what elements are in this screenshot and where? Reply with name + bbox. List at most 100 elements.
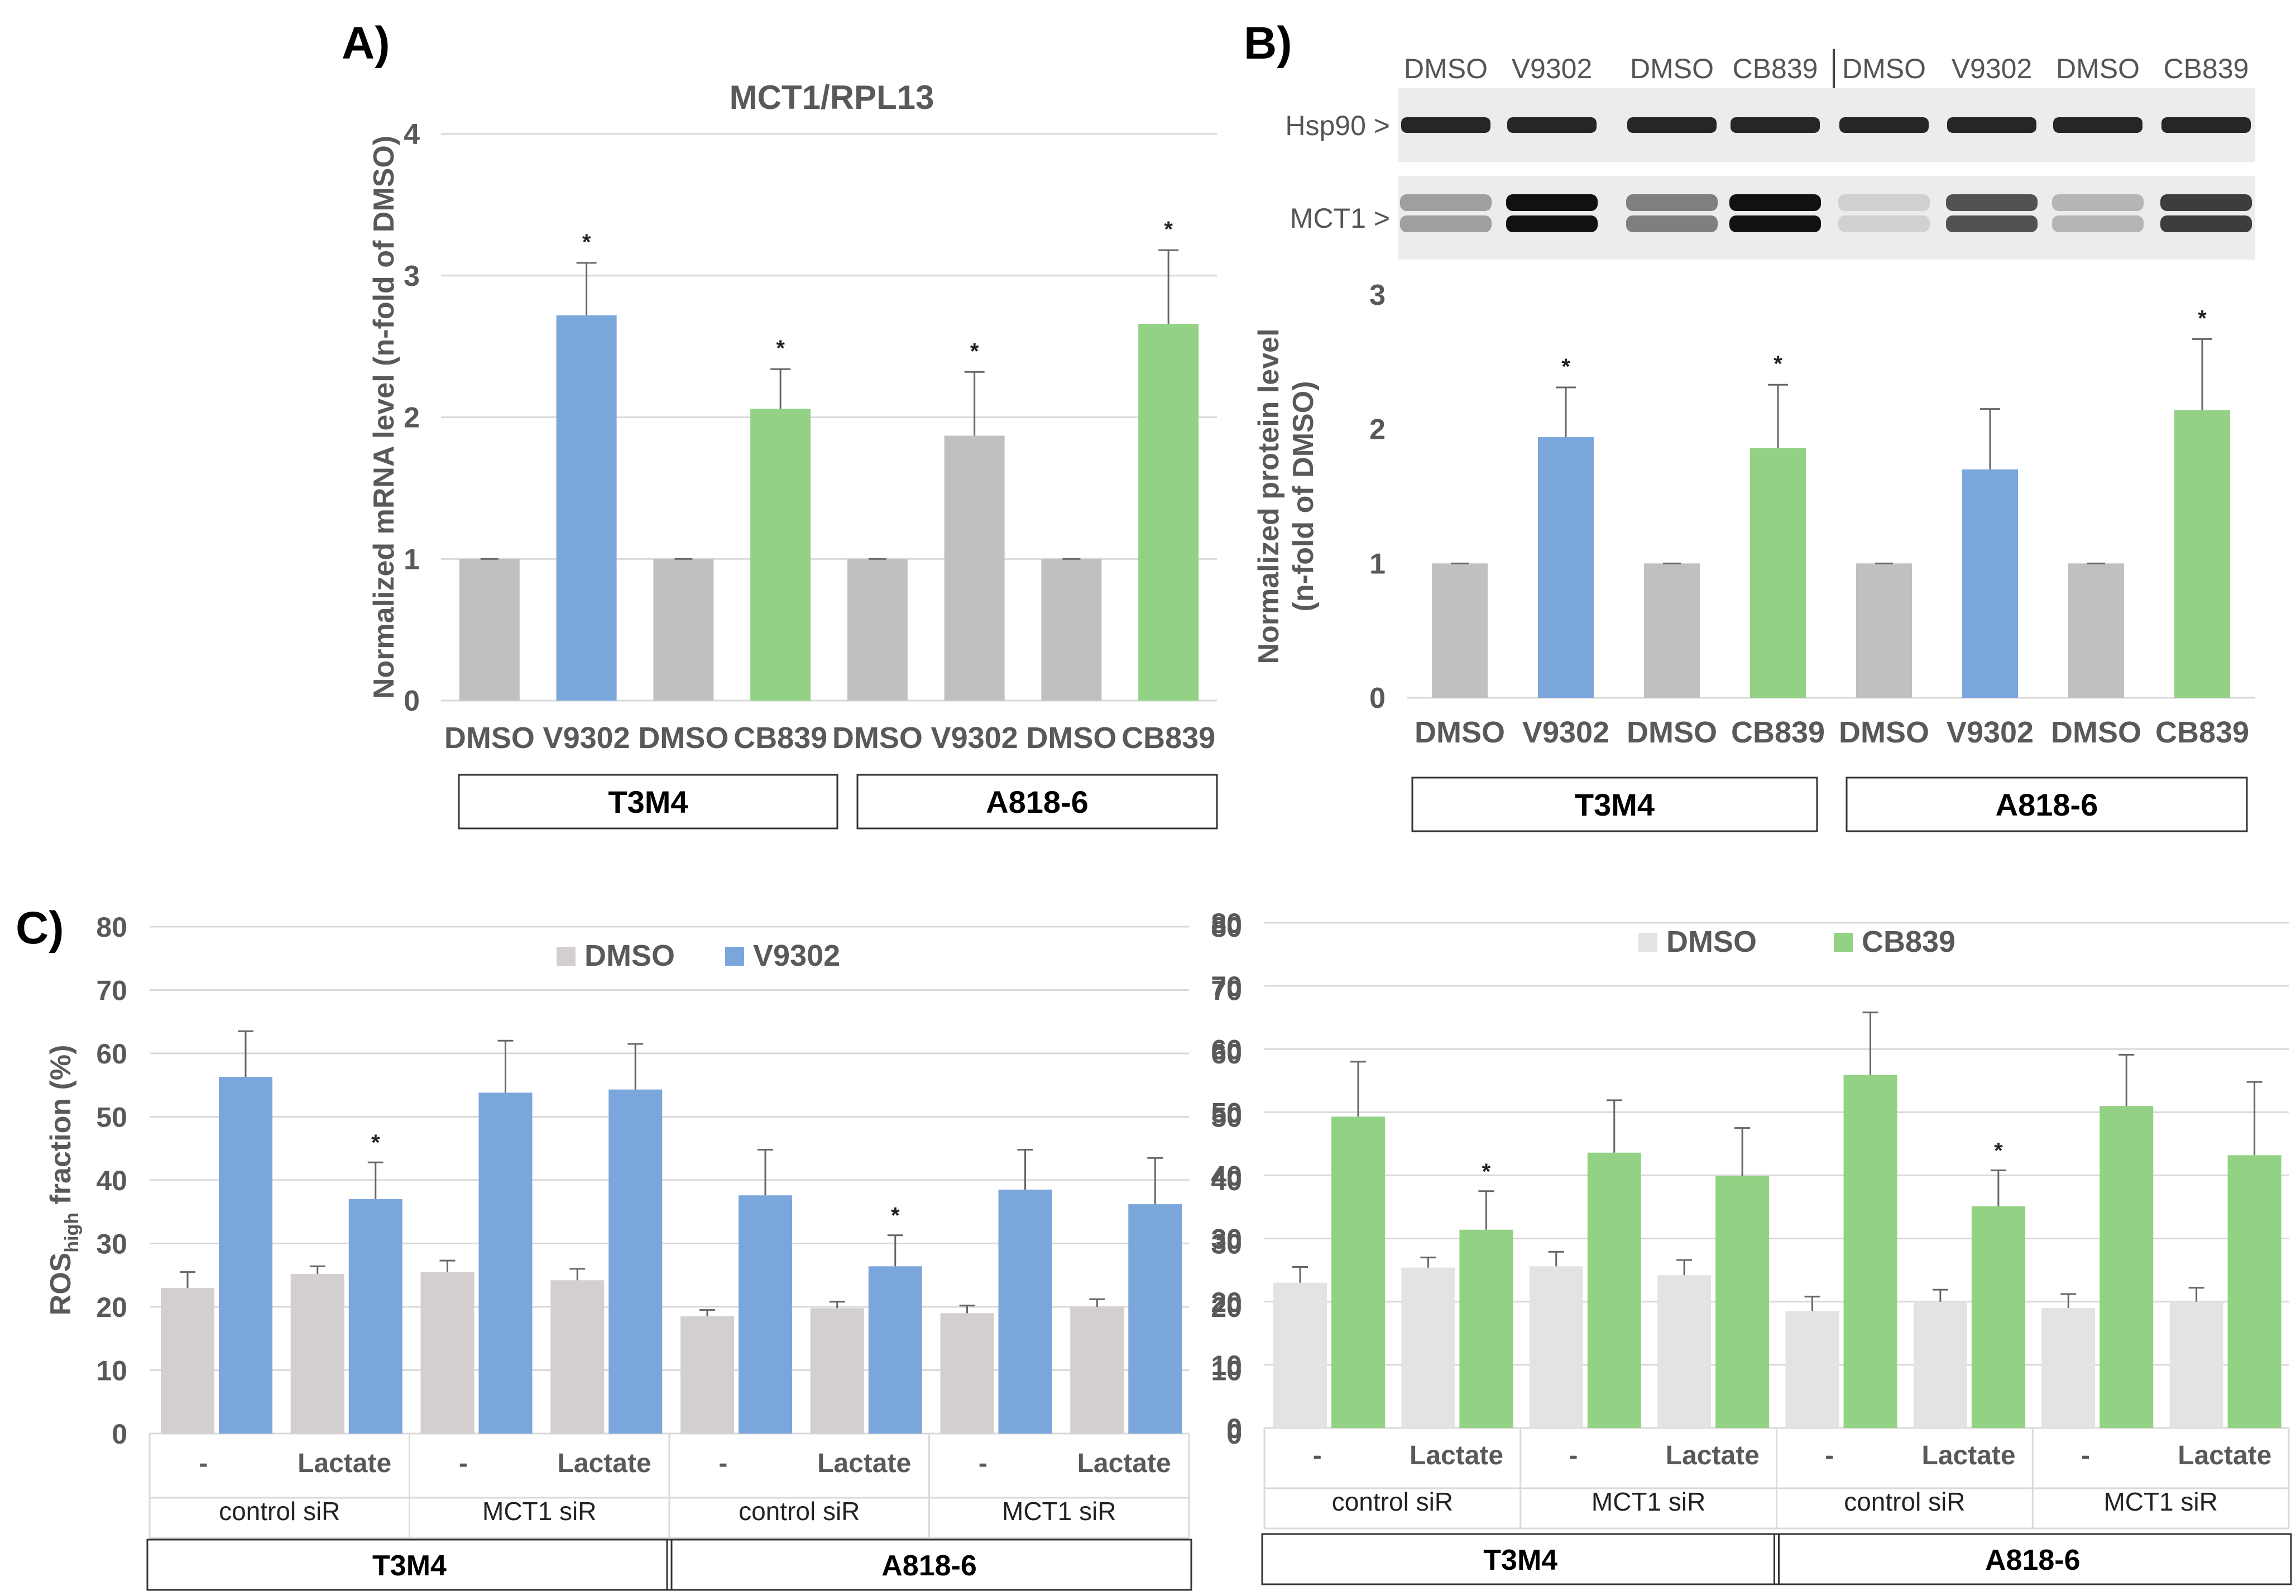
y-tick-label: 3 — [1369, 279, 1386, 311]
blot-lane-label: DMSO — [1404, 53, 1488, 84]
legend-label: V9302 — [753, 939, 840, 972]
y-axis-label-sub: high — [61, 1212, 83, 1253]
y-tick-label-right: 0 — [1226, 1418, 1242, 1450]
y-axis-label-main: ROS — [45, 1253, 77, 1316]
bar-dmso-4 — [1785, 1311, 1839, 1428]
blot-band — [2160, 215, 2252, 232]
x-category-label: Lactate — [298, 1449, 391, 1478]
significance-star: * — [1994, 1138, 2003, 1163]
bar-2 — [1644, 563, 1700, 698]
bar-cb839-1 — [1459, 1229, 1513, 1428]
x-category-label: V9302 — [1522, 716, 1609, 749]
blot-band — [1626, 194, 1718, 211]
x-category-label: Lactate — [817, 1449, 911, 1478]
y-tick-label: 10 — [1211, 1350, 1242, 1381]
y-tick-label: 4 — [404, 118, 420, 151]
bar-cb839-4 — [1843, 1075, 1897, 1428]
y-tick-label: 50 — [96, 1102, 127, 1133]
blot-band — [1506, 215, 1598, 232]
blot-band — [2161, 117, 2251, 133]
x-category-label: - — [2081, 1441, 2090, 1470]
legend-swatch — [1834, 933, 1853, 952]
x-category-label: DMSO — [1627, 716, 1717, 749]
group-label: A818-6 — [881, 1550, 977, 1582]
bar-5 — [1962, 469, 2018, 698]
x-category-label: DMSO — [1415, 716, 1505, 749]
y-tick-label-right: 80 — [1211, 912, 1242, 943]
bar-dmso-3 — [1657, 1275, 1712, 1428]
group-box — [856, 774, 1218, 830]
blot-lane-label: V9302 — [1512, 53, 1593, 84]
legend-swatch — [725, 947, 744, 966]
x-category-label: Lactate — [1922, 1441, 2016, 1470]
blot-band — [1947, 117, 2036, 133]
blot-lane-label: DMSO — [2056, 53, 2140, 84]
y-tick-label-right: 30 — [1211, 1229, 1242, 1260]
y-tick-label: 30 — [96, 1229, 127, 1260]
bar-cb839-2 — [1587, 1152, 1641, 1428]
bar-2 — [653, 559, 714, 701]
y-axis-label-suffix: fraction (%) — [45, 1045, 77, 1212]
group-label: T3M4 — [608, 784, 688, 819]
chart-c-left-ros-v9302: 0 10 20 30 40 50 60 70 80 0 10 20 30 40 50 60 70 80 ROShig… — [45, 912, 1242, 1591]
x-category-label: DMSO — [2051, 716, 2141, 749]
group-box — [1411, 777, 1818, 832]
y-tick-label-right: 60 — [1211, 1038, 1242, 1070]
y-tick-label: 80 — [1211, 908, 1242, 939]
western-blot-b: DMSO V9302 DMSO CB839 DMSO V9302 DMSO CB839 Hsp9… — [1285, 49, 2255, 260]
blot-row-label: MCT1 > — [1290, 203, 1390, 234]
significance-star: * — [582, 230, 591, 255]
legend-label: DMSO — [1666, 925, 1757, 958]
x-category-label: - — [979, 1449, 988, 1478]
bar-dmso-7 — [2169, 1301, 2223, 1428]
x-category-label: Lactate — [1666, 1441, 1760, 1470]
subgroup-label: control siR — [1332, 1487, 1453, 1516]
y-tick-label: 1 — [1369, 548, 1386, 580]
significance-star: * — [776, 336, 785, 361]
legend-label: DMSO — [584, 939, 675, 972]
bar-6 — [1041, 559, 1102, 701]
y-tick-label: 10 — [96, 1355, 127, 1387]
legend-swatch — [557, 947, 576, 966]
y-tick-label-right: 10 — [1211, 1355, 1242, 1387]
blot-band — [2052, 215, 2144, 232]
bar-dmso-7 — [1070, 1307, 1124, 1434]
significance-star: * — [891, 1204, 900, 1228]
bar-v9302-7 — [1128, 1204, 1182, 1434]
bar-7 — [1138, 324, 1199, 701]
blot-band — [2052, 194, 2144, 211]
group-box — [1846, 777, 2248, 832]
significance-star: * — [2198, 306, 2207, 330]
group-box — [458, 774, 838, 830]
y-tick-label: 1 — [404, 543, 420, 576]
bar-v9302-1 — [348, 1199, 402, 1434]
panel-label-a: A) — [342, 18, 390, 69]
y-tick-label: 0 — [404, 685, 420, 717]
bar-1 — [1538, 437, 1594, 698]
bar-cb839-3 — [1715, 1176, 1770, 1428]
y-tick-label: 40 — [1211, 1161, 1242, 1192]
x-category-label: DMSO — [1839, 716, 1929, 749]
x-category-label: V9302 — [931, 721, 1018, 755]
bar-3 — [750, 409, 811, 701]
x-category-label: - — [199, 1449, 208, 1478]
chart-b-mct1-protein: 0 1 2 3 Normalized protein level (n-fold of D… — [1253, 279, 2255, 832]
blot-lane-label: DMSO — [1842, 53, 1926, 84]
blot-band — [1839, 117, 1929, 133]
blot-band — [1838, 194, 1930, 211]
group-label: T3M4 — [372, 1550, 447, 1582]
bar-4 — [1856, 563, 1912, 698]
x-category-label: - — [718, 1449, 727, 1478]
significance-star: * — [371, 1130, 380, 1155]
legend-label: CB839 — [1862, 925, 1955, 958]
x-category-label: DMSO — [1026, 721, 1116, 755]
x-category-label: DMSO — [444, 721, 535, 755]
significance-star: * — [1482, 1159, 1491, 1184]
x-category-label: V9302 — [1947, 716, 2034, 749]
group-label: A818-6 — [1996, 787, 2098, 822]
blot-band — [1507, 117, 1597, 133]
x-category-label: - — [1569, 1441, 1578, 1470]
bar-v9302-4 — [739, 1195, 792, 1434]
y-tick-label: 20 — [96, 1292, 127, 1323]
blot-band — [1401, 117, 1490, 133]
